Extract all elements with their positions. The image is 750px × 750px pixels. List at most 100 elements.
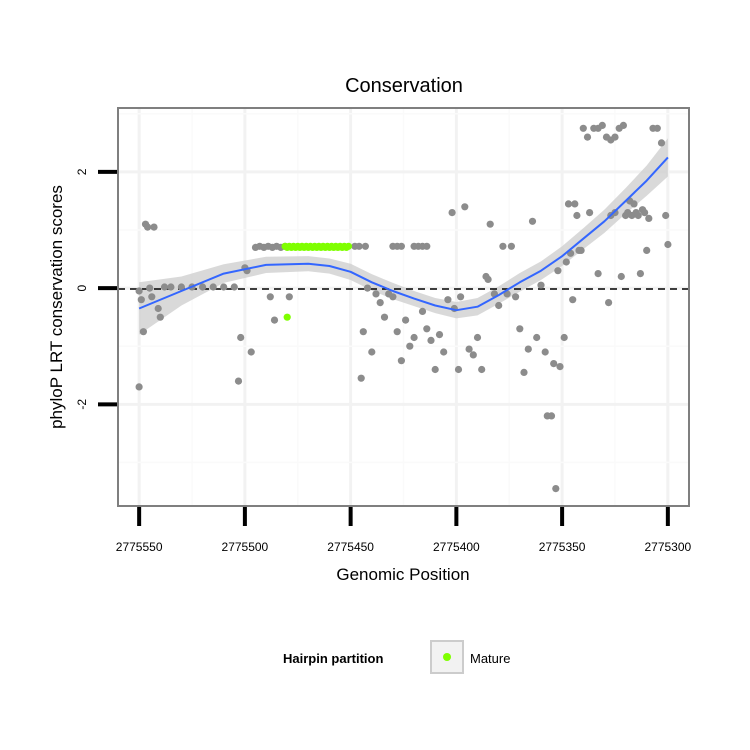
conservation-point: [209, 283, 217, 291]
conservation-point: [427, 336, 435, 344]
conservation-point: [579, 124, 587, 132]
conservation-point: [662, 211, 670, 220]
conservation-point: [363, 284, 372, 292]
conservation-point: [397, 357, 405, 365]
conservation-point: [266, 293, 274, 301]
x-tick-label: 2775450: [327, 540, 374, 554]
conservation-point: [167, 283, 175, 291]
conservation-point: [484, 275, 492, 283]
conservation-point: [571, 200, 579, 208]
chart-title: Conservation: [345, 75, 463, 97]
conservation-point: [393, 328, 401, 336]
conservation-point: [199, 283, 207, 291]
x-axis-title: Genomic Position: [336, 565, 469, 584]
conservation-point: [586, 209, 594, 217]
conservation-point: [598, 121, 606, 129]
conservation-point: [594, 270, 602, 278]
conservation-point: [355, 242, 363, 250]
conservation-point: [552, 485, 560, 493]
smooth-line: [138, 156, 669, 312]
conservation-point: [137, 296, 145, 304]
conservation-point: [230, 283, 238, 291]
conservation-point: [516, 325, 524, 333]
mature-point: [283, 313, 291, 321]
conservation-point: [285, 293, 293, 301]
conservation-point: [423, 325, 431, 333]
conservation-point: [611, 133, 619, 141]
data-points: [135, 121, 672, 493]
conservation-point: [359, 328, 367, 336]
conservation-point: [154, 304, 162, 313]
conservation-point: [410, 333, 418, 342]
legend-title: Hairpin partition: [283, 651, 383, 666]
conservation-point: [550, 360, 558, 368]
conservation-point: [520, 368, 528, 376]
y-tick-label: 2: [75, 168, 89, 175]
conservation-point: [583, 133, 592, 141]
conservation-point: [448, 209, 456, 217]
conservation-point: [638, 206, 647, 214]
conservation-point: [643, 246, 651, 254]
x-tick-label: 2775300: [644, 540, 691, 554]
conservation-point: [577, 246, 585, 254]
conservation-point: [423, 242, 431, 250]
conservation-point: [160, 283, 169, 291]
conservation-point: [630, 200, 638, 208]
conservation-point: [547, 412, 556, 420]
plot-panel: [117, 107, 690, 507]
conservation-point: [457, 293, 465, 301]
conservation-point: [554, 267, 562, 275]
conservation-point: [144, 223, 152, 231]
conservation-point: [605, 299, 613, 307]
x-axis: 2775550 2775500 2775450 2775400 2775350 27753…: [116, 507, 692, 554]
x-tick-label: 2775550: [116, 540, 163, 554]
conservation-point: [156, 313, 164, 321]
conservation-point: [368, 348, 376, 356]
conservation-point: [380, 313, 389, 321]
y-tick-label: 0: [75, 284, 89, 291]
conservation-point: [444, 296, 452, 304]
conservation-point: [177, 283, 185, 291]
x-tick-label: 2775400: [433, 540, 480, 554]
conservation-point: [622, 211, 630, 220]
smooth-curve: [138, 156, 669, 312]
conservation-point: [461, 203, 469, 211]
conservation-point: [247, 348, 255, 356]
conservation-point: [135, 383, 143, 391]
conservation-point: [139, 328, 147, 336]
conservation-point: [664, 240, 672, 249]
conservation-point: [146, 284, 154, 292]
panel-border: [117, 107, 690, 507]
y-axis: -2 0 2: [75, 168, 117, 410]
y-axis-title: phyloP LRT conservation scores: [47, 185, 66, 429]
conservation-point: [473, 333, 482, 342]
x-tick-label: 2775350: [539, 540, 586, 554]
conservation-point: [528, 217, 537, 225]
conservation-point: [469, 351, 477, 359]
conservation-point: [478, 365, 486, 374]
conservation-point: [402, 316, 410, 324]
conservation-point: [511, 293, 520, 301]
conservation-point: [237, 333, 245, 342]
conservation-point: [357, 374, 365, 382]
grid-lines: [118, 108, 689, 506]
conservation-point: [486, 220, 494, 228]
conservation-point: [537, 281, 545, 289]
conservation-point: [564, 200, 573, 208]
conservation-point: [495, 301, 503, 310]
legend: Hairpin partition Mature: [283, 640, 510, 674]
conservation-point: [657, 139, 666, 147]
conservation-point: [541, 348, 549, 356]
conservation-point: [270, 316, 279, 324]
conservation-point: [573, 211, 581, 220]
legend-label-mature: Mature: [470, 651, 510, 666]
conservation-point: [465, 345, 473, 353]
conservation-point: [389, 293, 397, 301]
conservation-point: [560, 333, 568, 342]
conservation-point: [454, 365, 463, 374]
conservation-point: [619, 121, 628, 129]
conservation-point: [507, 242, 515, 250]
conservation-point: [562, 258, 570, 266]
conservation-point: [653, 124, 661, 132]
